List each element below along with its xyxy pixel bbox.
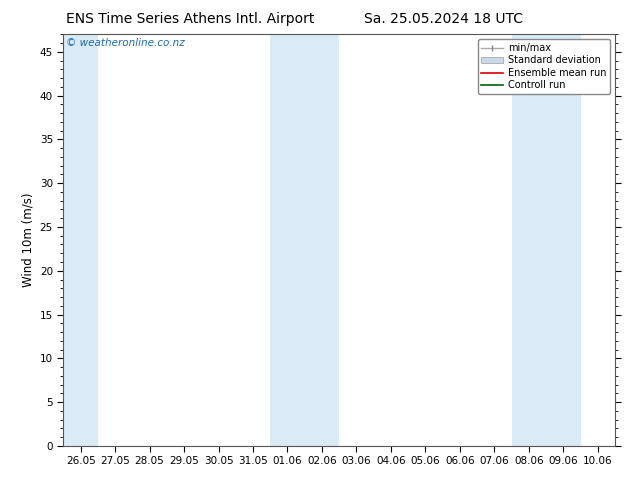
Text: ENS Time Series Athens Intl. Airport: ENS Time Series Athens Intl. Airport: [66, 12, 314, 26]
Text: Sa. 25.05.2024 18 UTC: Sa. 25.05.2024 18 UTC: [365, 12, 523, 26]
Bar: [270, 34, 339, 446]
Text: © weatheronline.co.nz: © weatheronline.co.nz: [66, 38, 185, 49]
Bar: [512, 34, 581, 446]
Legend: min/max, Standard deviation, Ensemble mean run, Controll run: min/max, Standard deviation, Ensemble me…: [477, 39, 610, 94]
Y-axis label: Wind 10m (m/s): Wind 10m (m/s): [21, 193, 34, 287]
Bar: [63, 34, 98, 446]
